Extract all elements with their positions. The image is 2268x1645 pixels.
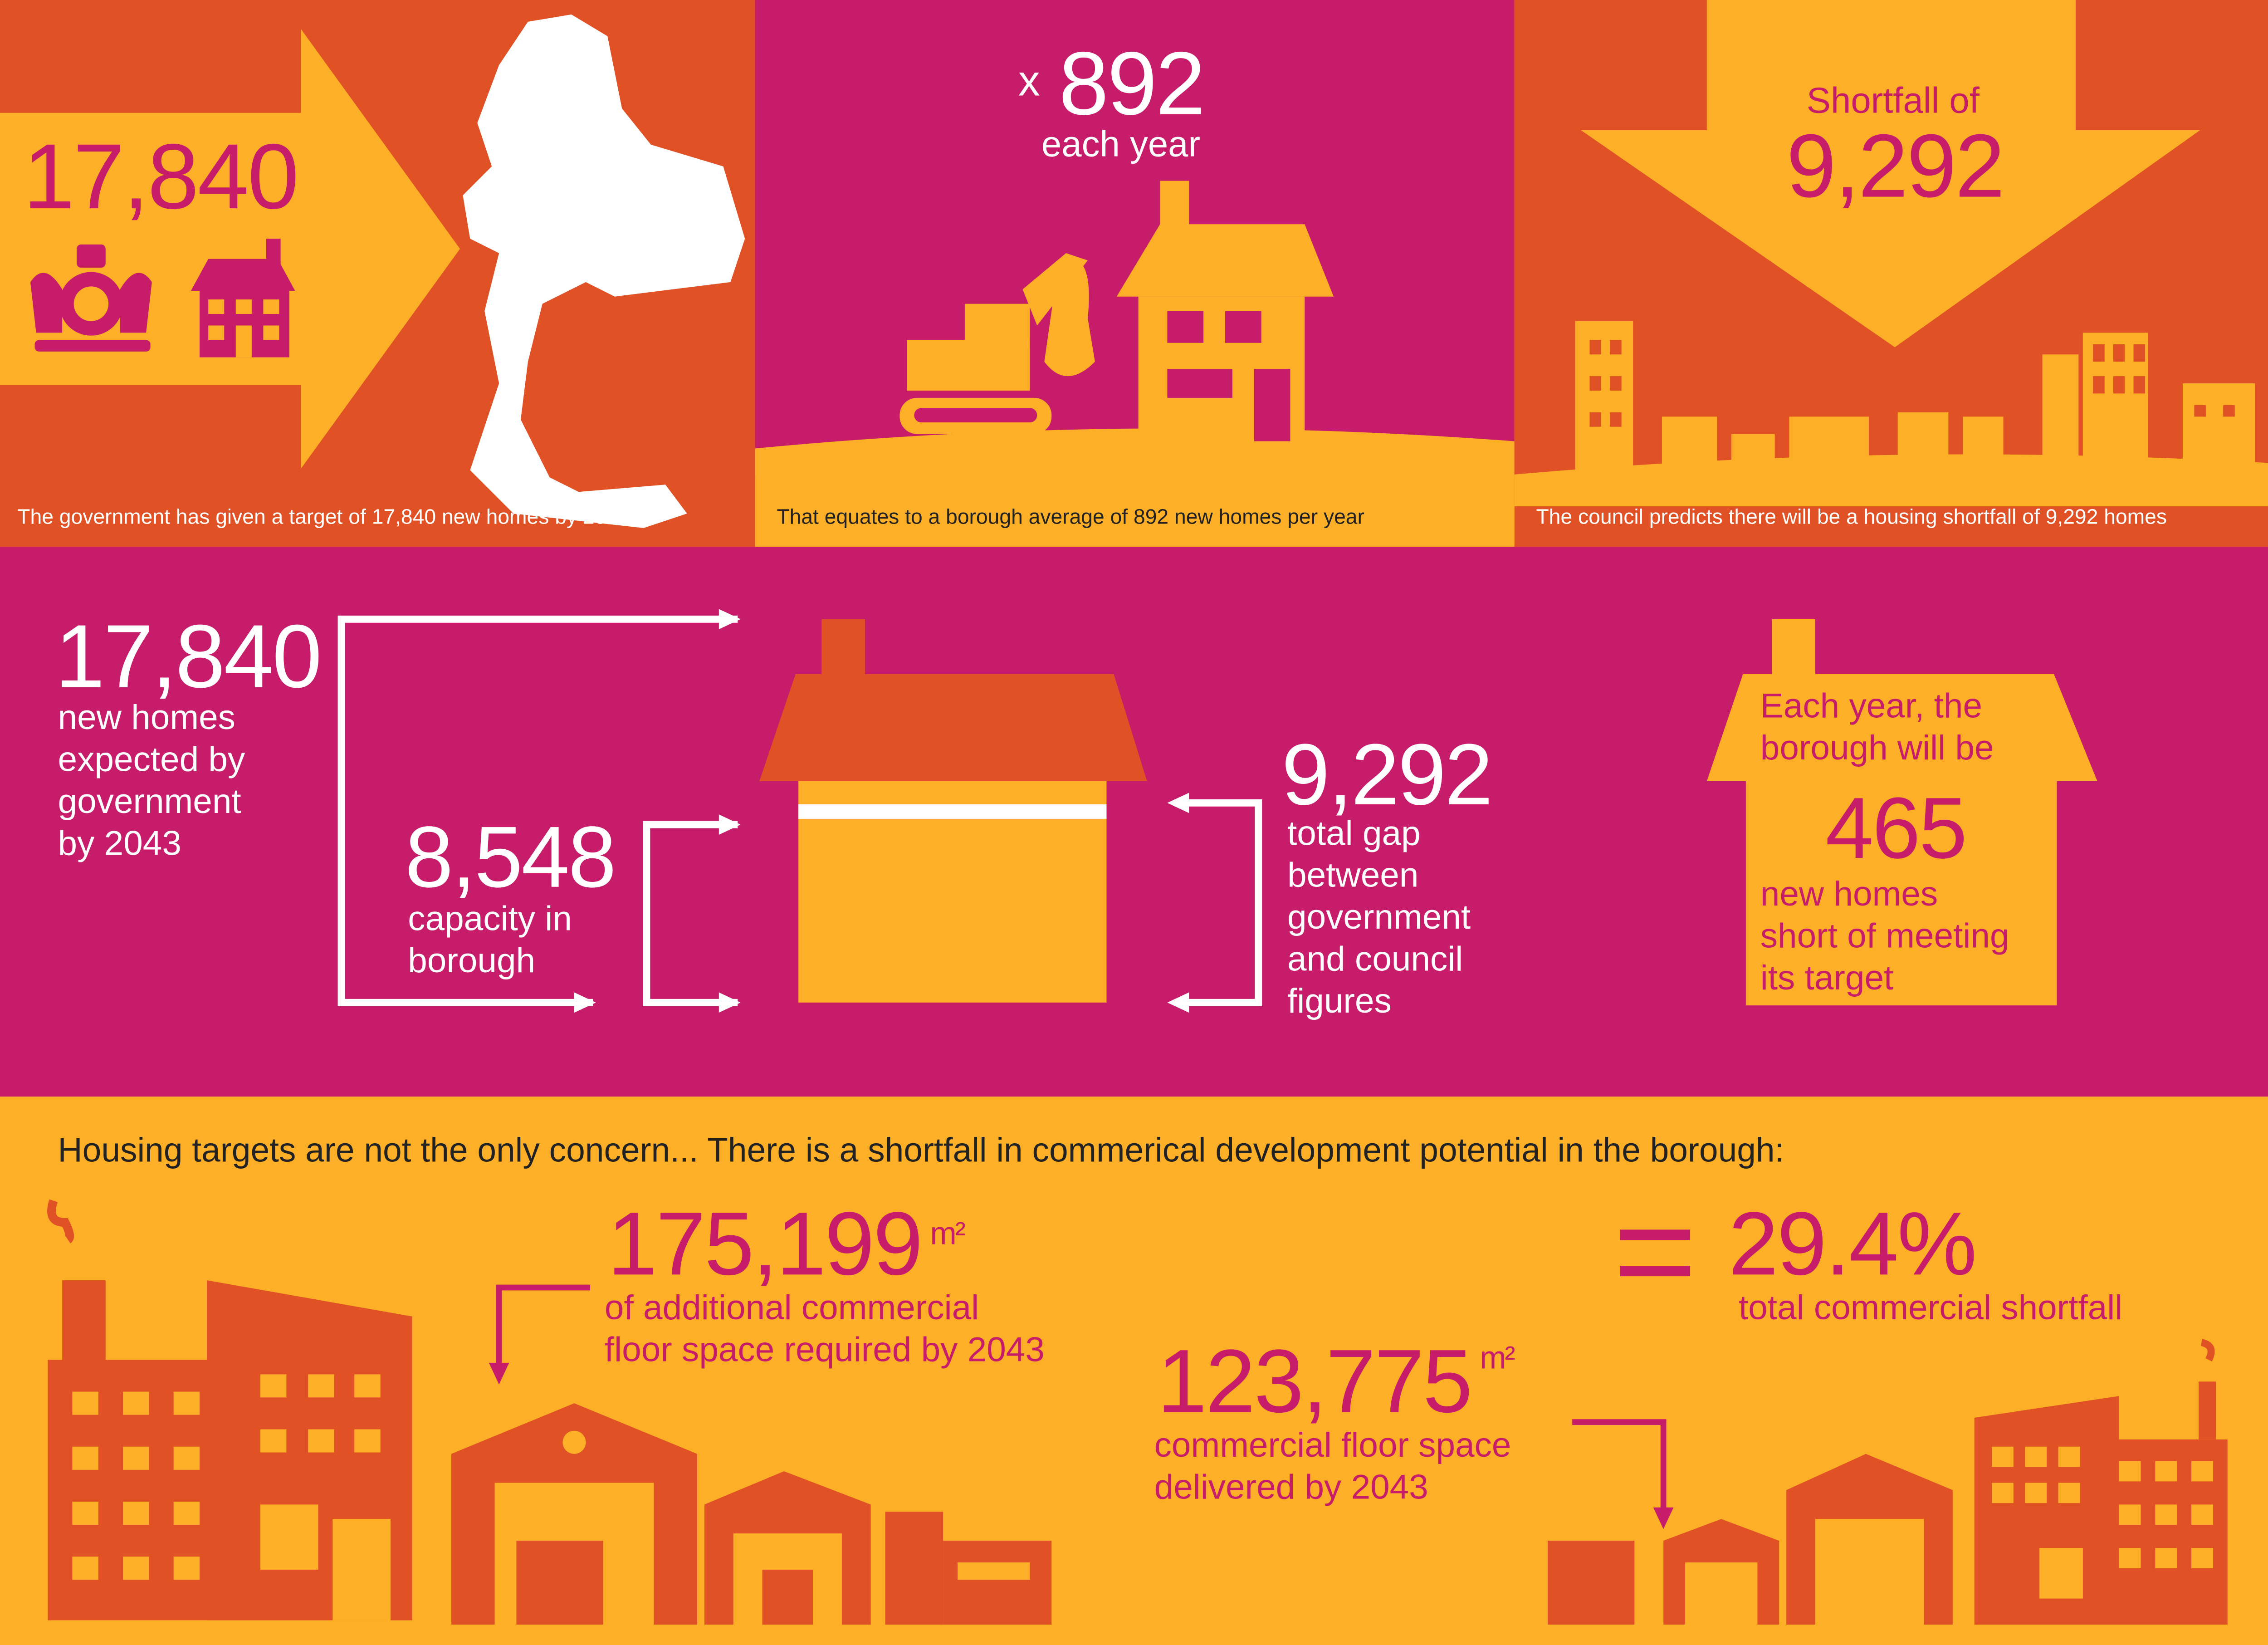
warehouse-icon-right xyxy=(1548,1339,2228,1625)
gov-line: expected by xyxy=(58,740,245,780)
skyline-icon xyxy=(1514,321,2268,507)
gap-line: total gap xyxy=(1287,814,1421,854)
capacity-line: borough xyxy=(408,941,536,981)
commercial-shortfall-number: 29.4% xyxy=(1728,1195,1977,1295)
gov-line: new homes xyxy=(58,699,235,738)
panel-shortfall: Shortfall of 9,292 xyxy=(1514,0,2268,547)
right-arrow-icon xyxy=(0,29,460,469)
yearly-house-icon xyxy=(1706,619,2097,1006)
times-sign: x xyxy=(1018,58,1040,106)
royal-coat-of-arms-icon xyxy=(30,244,152,352)
panel-target: 17,840 xyxy=(0,0,755,547)
yearly-subtitle: each year xyxy=(1041,124,1201,165)
yearly-line: its target xyxy=(1760,959,1894,999)
shortfall-number: 9,292 xyxy=(1786,117,2005,217)
yearly-line: borough will be xyxy=(1760,729,1994,769)
delivered-unit: m² xyxy=(1480,1339,1515,1376)
required-line: floor space required by 2043 xyxy=(604,1331,1045,1370)
borough-map-icon xyxy=(463,14,745,528)
capacity-number: 8,548 xyxy=(405,808,616,906)
gap-line: and council xyxy=(1287,940,1463,979)
caption-shortfall: The council predicts there will be a hou… xyxy=(1536,506,2167,530)
target-number: 17,840 xyxy=(23,124,299,229)
yearly-line: Each year, the xyxy=(1760,687,1983,726)
required-unit: m² xyxy=(930,1215,966,1252)
caption-band-yearly xyxy=(755,477,1515,547)
shortfall-label: Shortfall of xyxy=(1806,81,1980,122)
yearly-line: new homes xyxy=(1760,875,1938,915)
flow-arrows xyxy=(337,609,1262,1013)
delivered-line: commercial floor space xyxy=(1154,1426,1511,1466)
gap-line: government xyxy=(1287,898,1471,938)
gov-line: government xyxy=(58,783,241,822)
house-icon xyxy=(191,239,295,357)
gap-line: figures xyxy=(1287,982,1392,1022)
yearly-line: short of meeting xyxy=(1760,917,2009,956)
commercial-shortfall-label: total commercial shortfall xyxy=(1738,1289,2123,1328)
required-line: of additional commercial xyxy=(604,1289,979,1328)
house-under-construction-icon xyxy=(1116,181,1334,441)
yearly-short-number: 465 xyxy=(1825,779,1967,877)
caption-yearly: That equates to a borough average of 892… xyxy=(777,506,1364,530)
commercial-heading: Housing targets are not the only concern… xyxy=(58,1131,1784,1169)
down-arrow-icon xyxy=(1581,0,2200,348)
delivered-line: delivered by 2043 xyxy=(1154,1468,1428,1508)
excavator-icon xyxy=(899,253,1095,434)
caption-target: The government has given a target of 17,… xyxy=(17,506,630,530)
capacity-line: capacity in xyxy=(408,900,572,939)
equals-sign: = xyxy=(1613,1170,1697,1332)
required-number: 175,199 xyxy=(607,1195,923,1295)
gov-line: by 2043 xyxy=(58,824,181,864)
warehouse-icon xyxy=(451,1403,1052,1625)
yearly-number: 892 xyxy=(1059,34,1206,135)
gap-number: 9,292 xyxy=(1281,726,1493,823)
delivered-number: 123,775 xyxy=(1157,1332,1473,1432)
gap-line: between xyxy=(1287,856,1419,896)
gov-number: 17,840 xyxy=(55,607,322,708)
factory-icon xyxy=(47,1199,412,1621)
middle-section: 17,840 new homes expected by government … xyxy=(0,547,2268,1097)
central-house-icon xyxy=(759,619,1147,1003)
